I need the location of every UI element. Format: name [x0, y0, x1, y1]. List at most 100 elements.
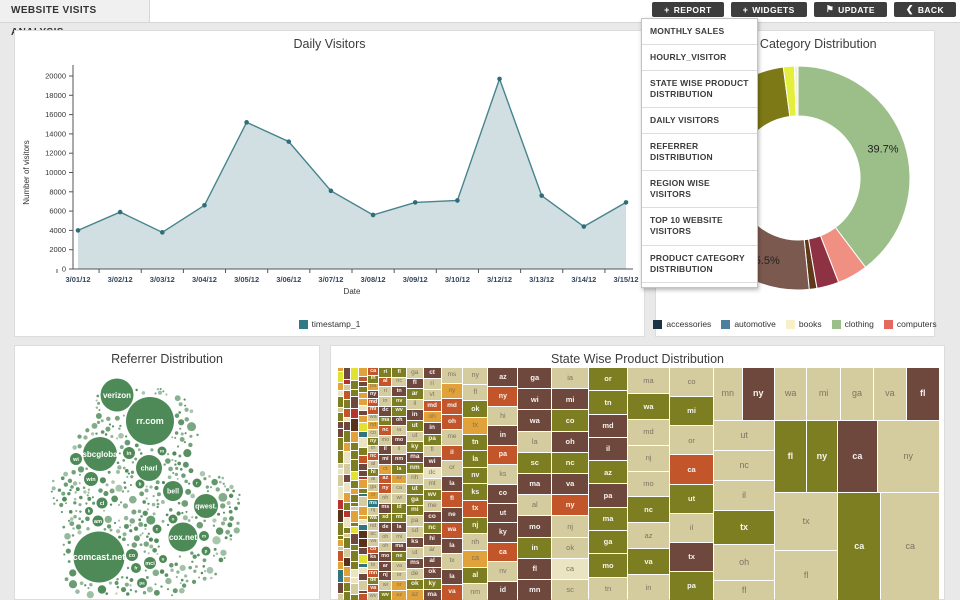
treemap-cell-ar[interactable]: ar	[379, 562, 392, 571]
report-menu-item[interactable]: PRODUCT CATEGORY DISTRIBUTION	[642, 245, 757, 283]
treemap-cell-nm[interactable]: nm	[407, 463, 423, 473]
treemap-cell[interactable]	[344, 400, 350, 408]
treemap-cell-oh[interactable]: oh	[423, 412, 441, 423]
treemap-cell[interactable]	[351, 510, 358, 522]
treemap-cell[interactable]	[359, 416, 367, 423]
treemap-cell[interactable]	[359, 573, 367, 580]
treemap-cell[interactable]	[344, 502, 350, 511]
treemap-cell-nm[interactable]: nm	[463, 584, 488, 600]
treemap-cell-wi[interactable]: wi	[392, 494, 407, 503]
treemap-cell[interactable]	[359, 476, 367, 480]
treemap-cell-la[interactable]: la	[441, 569, 463, 585]
treemap-cell[interactable]	[351, 506, 358, 510]
treemap-cell[interactable]	[359, 497, 367, 506]
treemap-cell[interactable]	[344, 528, 350, 534]
treemap-cell[interactable]	[338, 463, 343, 468]
treemap-cell[interactable]	[344, 582, 350, 592]
referrer-bubble-pa[interactable]: pa	[137, 578, 147, 588]
treemap-cell-ny[interactable]: ny	[379, 484, 392, 494]
treemap-cell[interactable]	[344, 379, 350, 384]
treemap-cell-co[interactable]: co	[552, 410, 589, 431]
treemap-cell-ri[interactable]: ri	[423, 379, 441, 390]
treemap-cell[interactable]	[338, 390, 343, 396]
tab-website-visits-analysis[interactable]: WEBSITE VISITS ANALYSIS	[0, 0, 150, 38]
treemap-cell[interactable]	[359, 488, 367, 493]
treemap-cell-ne[interactable]: ne	[441, 507, 463, 523]
referrer-bubble-r[interactable]: r	[192, 478, 202, 488]
treemap-cell-il[interactable]: il	[392, 445, 407, 455]
treemap-cell-nc[interactable]: nc	[392, 377, 407, 387]
treemap-cell[interactable]	[344, 443, 350, 451]
treemap-cell-wa[interactable]: wa	[627, 393, 670, 419]
treemap-cell-mi[interactable]: mi	[392, 532, 407, 542]
treemap-cell-nc[interactable]: nc	[368, 453, 379, 461]
treemap-cell-fl[interactable]: fl	[407, 378, 423, 389]
treemap-cell-az[interactable]: az	[392, 474, 407, 484]
treemap-cell-ny[interactable]: ny	[552, 495, 589, 516]
treemap-cell[interactable]	[338, 509, 343, 522]
treemap-cell[interactable]	[359, 480, 367, 488]
treemap-cell-dc[interactable]: dc	[379, 406, 392, 416]
treemap-cell[interactable]	[338, 468, 343, 475]
treemap-cell-mn[interactable]: mn	[368, 569, 379, 577]
treemap-cell[interactable]	[338, 499, 343, 509]
treemap-cell-ky[interactable]: ky	[423, 578, 441, 589]
treemap-cell-mi[interactable]: mi	[407, 505, 423, 516]
treemap-cell-mt[interactable]: mt	[423, 478, 441, 490]
treemap-cell-wa[interactable]: wa	[368, 515, 379, 523]
treemap-cell-me[interactable]: me	[423, 501, 441, 512]
referrer-bubble-b[interactable]: b	[135, 479, 145, 489]
treemap-cell-oh[interactable]: oh	[552, 431, 589, 452]
treemap-cell-in[interactable]: in	[368, 375, 379, 383]
treemap-cell-fl[interactable]: fl	[392, 368, 407, 377]
treemap-cell-pa[interactable]: pa	[670, 571, 714, 600]
treemap-cell[interactable]	[359, 525, 367, 530]
treemap-cell[interactable]	[359, 398, 367, 405]
treemap-cell-ri[interactable]: ri	[379, 368, 392, 377]
treemap-cell-or[interactable]: or	[670, 426, 714, 455]
treemap-cell[interactable]	[359, 590, 367, 594]
treemap-cell-va[interactable]: va	[441, 585, 463, 600]
treemap-cell-ca[interactable]: ca	[552, 558, 589, 579]
treemap-cell-va[interactable]: va	[368, 538, 379, 546]
treemap-cell[interactable]	[359, 580, 367, 590]
treemap-cell-mo[interactable]: mo	[379, 435, 392, 445]
treemap-cell-wa[interactable]: wa	[774, 368, 807, 420]
treemap-cell-tn[interactable]: tn	[589, 577, 627, 600]
treemap-cell-mi[interactable]: mi	[368, 406, 379, 414]
treemap-cell-mi[interactable]: mi	[552, 389, 589, 410]
treemap-cell-ut[interactable]: ut	[670, 484, 714, 513]
treemap-cell-fl[interactable]: fl	[775, 550, 838, 600]
treemap-cell[interactable]	[359, 567, 367, 573]
treemap-cell-tx[interactable]: tx	[463, 417, 488, 434]
treemap-cell-ct[interactable]: ct	[423, 368, 441, 379]
treemap-cell-in[interactable]: in	[407, 410, 423, 420]
treemap-cell[interactable]	[351, 503, 358, 506]
treemap-cell-ga[interactable]: ga	[840, 368, 874, 420]
treemap-cell[interactable]	[359, 463, 367, 471]
treemap-cell-or[interactable]: or	[368, 492, 379, 500]
treemap-cell[interactable]	[344, 464, 350, 474]
treemap-cell-ca[interactable]: ca	[838, 420, 877, 493]
treemap-cell-ny[interactable]: ny	[806, 420, 838, 492]
treemap-cell[interactable]	[344, 408, 350, 417]
treemap-cell-nv[interactable]: nv	[392, 397, 407, 406]
treemap-cell[interactable]	[338, 583, 343, 593]
treemap-cell-de[interactable]: de	[368, 577, 379, 585]
treemap-cell-or[interactable]: or	[589, 368, 627, 391]
treemap-cell-tn[interactable]: tn	[392, 387, 407, 397]
treemap-cell-fl[interactable]: fl	[518, 558, 552, 579]
treemap-cell-mn[interactable]: mn	[714, 368, 742, 420]
treemap-cell-ca[interactable]: ca	[488, 542, 518, 562]
legend-item[interactable]: computers	[883, 319, 937, 329]
treemap-cell-id[interactable]: id	[488, 581, 518, 600]
treemap-cell-ma[interactable]: ma	[518, 473, 552, 495]
treemap-cell-ut[interactable]: ut	[488, 503, 518, 523]
treemap-cell[interactable]	[344, 518, 350, 528]
treemap-cell-mi[interactable]: mi	[670, 397, 714, 426]
treemap-cell-ga[interactable]: ga	[518, 368, 552, 389]
referrer-bubble-bell[interactable]: bell	[163, 481, 183, 501]
referrer-bubble-verizon[interactable]: verizon	[100, 378, 134, 412]
referrer-bubble-am[interactable]: am	[92, 515, 104, 527]
legend-item[interactable]: accessories	[653, 319, 711, 329]
